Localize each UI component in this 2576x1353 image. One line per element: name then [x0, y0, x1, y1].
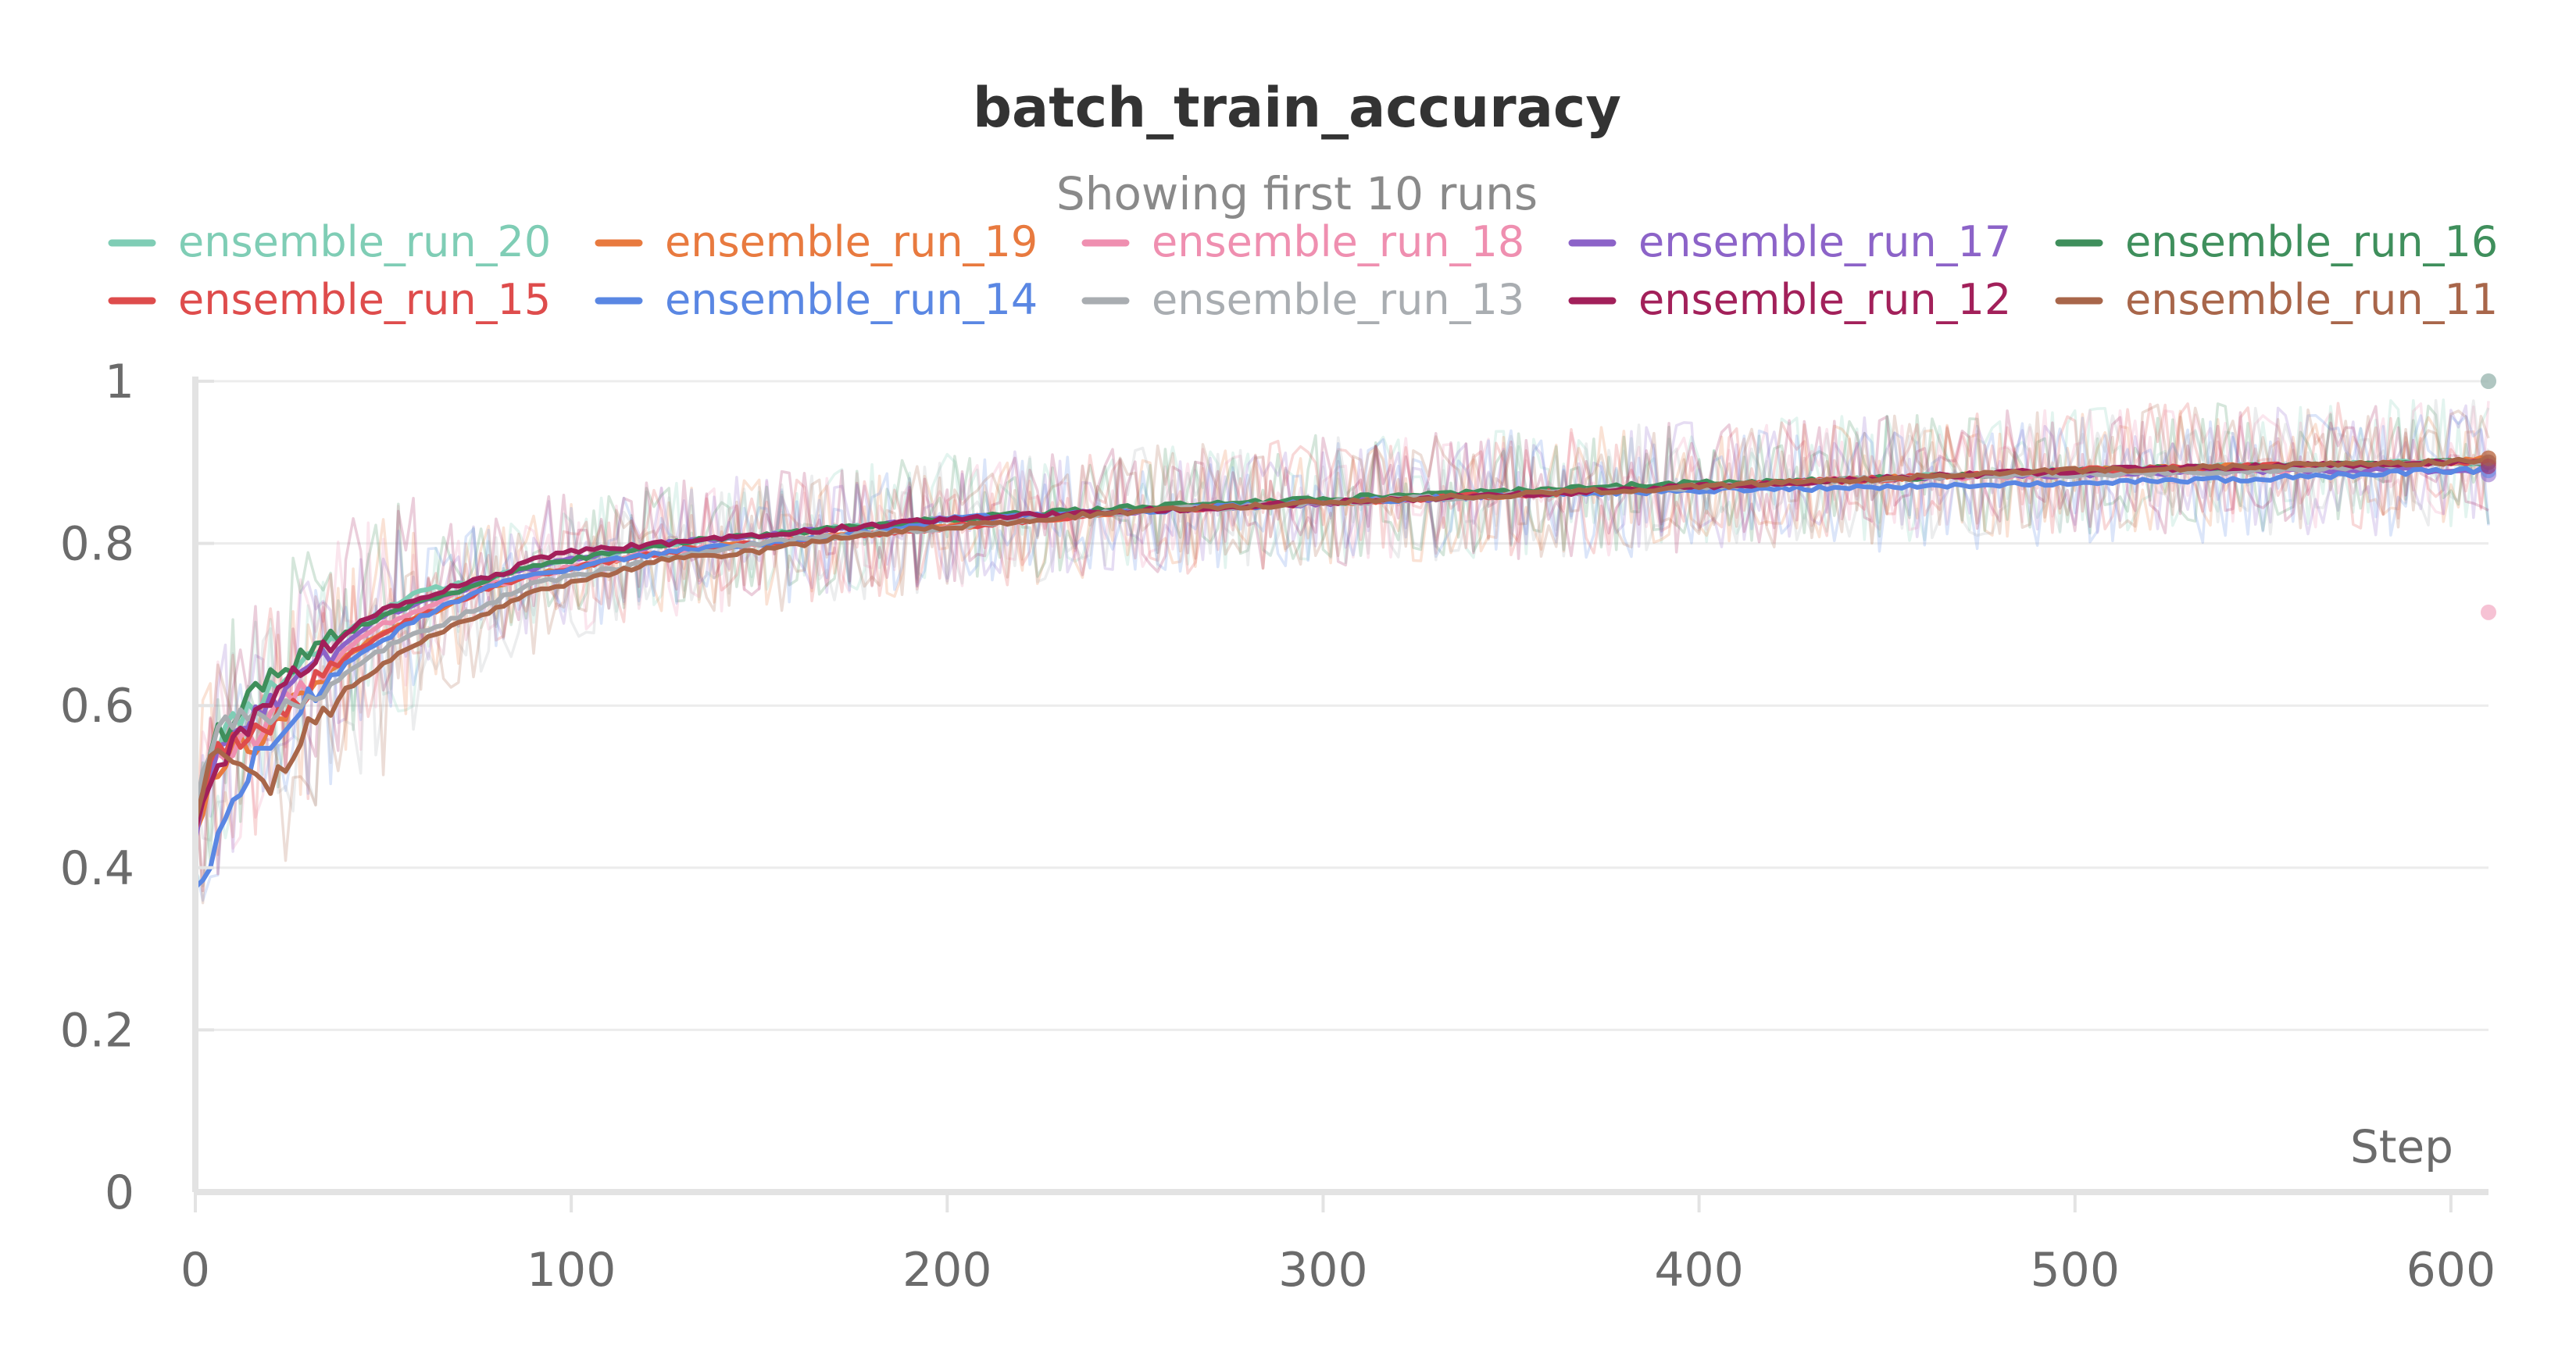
legend-label: ensemble_run_11: [2125, 275, 2498, 324]
legend: ensemble_run_20 ensemble_run_19 ensemble_r…: [108, 217, 2498, 324]
x-tick-label-0: 0: [180, 1243, 210, 1298]
raw-trace-ensemble_run_20: [194, 398, 2490, 887]
legend-item-ensemble_run_17[interactable]: ensemble_run_17: [1568, 217, 2011, 266]
raw-trace-ensemble_run_18: [194, 401, 2490, 864]
end-marker-ensemble_run_11: [2481, 450, 2496, 466]
legend-item-ensemble_run_18[interactable]: ensemble_run_18: [1081, 217, 1524, 266]
legend-label: ensemble_run_15: [178, 275, 551, 324]
legend-label: ensemble_run_16: [2125, 217, 2498, 266]
raw-trace-ensemble_run_19: [194, 409, 2489, 867]
raw-trace-ensemble_run_12: [194, 405, 2489, 893]
legend-item-ensemble_run_14[interactable]: ensemble_run_14: [595, 275, 1038, 324]
x-tick-label-2: 200: [902, 1243, 992, 1298]
end-marker-ensemble_run_18: [2481, 604, 2496, 620]
legend-label: ensemble_run_20: [178, 217, 551, 266]
y-tick-label-0: 0: [105, 1166, 134, 1220]
legend-item-ensemble_run_13[interactable]: ensemble_run_13: [1081, 275, 1524, 324]
chart-subtitle: Showing first 10 runs: [1056, 167, 1538, 220]
x-tick-label-6: 600: [2406, 1243, 2496, 1298]
legend-item-ensemble_run_11[interactable]: ensemble_run_11: [2055, 275, 2498, 324]
legend-item-ensemble_run_19[interactable]: ensemble_run_19: [595, 217, 1038, 266]
y-tick-label-4: 0.8: [60, 517, 134, 572]
end-marker-ensemble_run_13: [2481, 373, 2496, 389]
y-tick-label-2: 0.4: [60, 841, 134, 896]
legend-item-ensemble_run_16[interactable]: ensemble_run_16: [2055, 217, 2498, 266]
x-tick-label-1: 100: [527, 1243, 616, 1298]
legend-label: ensemble_run_17: [1638, 217, 2011, 266]
chart-title: batch_train_accuracy: [973, 76, 1621, 140]
raw-trace-ensemble_run_16: [194, 402, 2490, 864]
x-tick-label-3: 300: [1278, 1243, 1368, 1298]
x-tick-label-5: 500: [2030, 1243, 2120, 1298]
legend-item-ensemble_run_15[interactable]: ensemble_run_15: [108, 275, 551, 324]
legend-label: ensemble_run_14: [665, 275, 1038, 324]
y-tick-label-3: 0.6: [60, 679, 134, 734]
raw-trace-ensemble_run_11: [194, 403, 2490, 905]
legend-label: ensemble_run_18: [1152, 217, 1524, 266]
legend-label: ensemble_run_12: [1638, 275, 2011, 324]
legend-label: ensemble_run_19: [665, 217, 1038, 266]
tick-labels: 0 100 200 300 400 500 600 0 0.2 0.4 0.6 0.8 1: [60, 355, 2496, 1298]
axes: [192, 377, 2488, 1212]
series-line-ensemble_run_11: [193, 456, 2489, 822]
raw-trace-ensemble_run_15: [194, 402, 2490, 836]
y-tick-label-5: 1: [105, 355, 134, 409]
raw-trace-ensemble_run_13: [194, 398, 2490, 842]
legend-label: ensemble_run_13: [1152, 275, 1524, 324]
raw-trace-ensemble_run_14: [194, 413, 2490, 902]
x-axis-label: Step: [2350, 1120, 2453, 1173]
x-tick-label-4: 400: [1654, 1243, 1744, 1298]
legend-item-ensemble_run_20[interactable]: ensemble_run_20: [108, 217, 551, 266]
legend-item-ensemble_run_12[interactable]: ensemble_run_12: [1568, 275, 2011, 324]
series-lines: [193, 373, 2496, 889]
grid: [195, 380, 2488, 1031]
y-tick-label-1: 0.2: [60, 1003, 134, 1058]
